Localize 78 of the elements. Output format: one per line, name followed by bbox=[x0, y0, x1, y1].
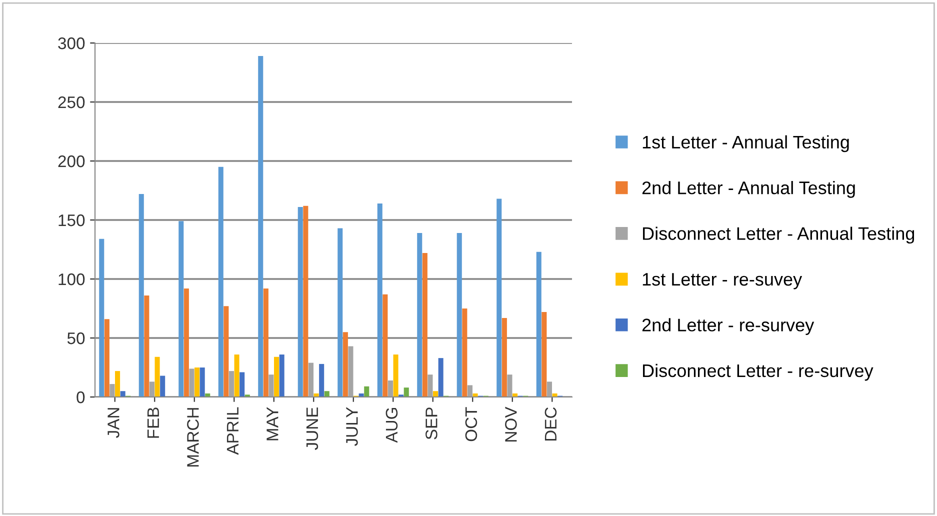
bar bbox=[144, 296, 150, 397]
bar bbox=[438, 358, 444, 397]
legend-label: Disconnect Letter - re-survey bbox=[643, 364, 874, 381]
x-tick-label: AUG bbox=[386, 408, 398, 443]
bar bbox=[342, 332, 348, 397]
bar bbox=[377, 203, 382, 397]
bar bbox=[194, 368, 200, 397]
bar bbox=[200, 368, 205, 397]
bar bbox=[428, 374, 433, 397]
bar bbox=[234, 354, 240, 397]
bar bbox=[496, 198, 502, 397]
x-tick-label: MARCH bbox=[187, 408, 199, 466]
bar bbox=[298, 207, 303, 397]
legend-label: Disconnect Letter - Annual Testing bbox=[643, 226, 914, 244]
bar bbox=[160, 376, 166, 397]
bar bbox=[274, 356, 280, 397]
legend-label: 1st Letter - re-suvey bbox=[642, 273, 802, 290]
bar bbox=[149, 382, 154, 397]
y-tick-label: 0 bbox=[76, 391, 85, 404]
x-tick-label: NOV bbox=[505, 406, 517, 442]
bar bbox=[184, 288, 189, 397]
x-tick-label: SEP bbox=[426, 408, 438, 440]
bar bbox=[120, 391, 126, 397]
x-tick-label: DEC bbox=[544, 407, 557, 441]
bar bbox=[110, 384, 115, 397]
bar bbox=[546, 382, 552, 397]
bar bbox=[433, 391, 438, 397]
bar bbox=[319, 364, 324, 397]
bar bbox=[258, 56, 264, 397]
x-tick-label: JULY bbox=[346, 407, 358, 446]
bar bbox=[263, 288, 268, 397]
bar bbox=[462, 308, 468, 397]
legend-label: 2nd Letter - re-survey bbox=[642, 318, 814, 335]
legend-label: 2nd Letter - Annual Testing bbox=[642, 181, 855, 198]
x-tick-label: APRIL bbox=[226, 407, 238, 455]
bar bbox=[228, 371, 234, 397]
bar bbox=[388, 380, 393, 397]
y-tick-label: 50 bbox=[67, 332, 85, 344]
bar bbox=[104, 319, 110, 397]
bar bbox=[303, 206, 308, 397]
bar bbox=[154, 356, 160, 397]
bar bbox=[404, 388, 409, 397]
x-tick-label: FEB bbox=[147, 408, 159, 438]
x-tick-label: MAY bbox=[266, 407, 278, 440]
bar bbox=[324, 391, 330, 397]
bar bbox=[542, 312, 547, 397]
y-tick-label: 100 bbox=[58, 273, 85, 286]
bar bbox=[99, 238, 104, 397]
bar bbox=[393, 354, 398, 397]
bar bbox=[308, 362, 314, 397]
bar bbox=[224, 306, 229, 397]
bar bbox=[338, 228, 343, 397]
bar bbox=[382, 294, 388, 397]
bar bbox=[240, 372, 245, 397]
bar bbox=[507, 374, 512, 397]
bar bbox=[456, 232, 462, 397]
y-tick-label: 300 bbox=[58, 37, 85, 50]
x-tick-label: JAN bbox=[108, 408, 120, 438]
y-tick-label: 250 bbox=[58, 96, 85, 108]
bar bbox=[138, 194, 144, 397]
bar bbox=[417, 232, 422, 397]
y-tick-label: 200 bbox=[58, 155, 85, 168]
bar bbox=[536, 252, 542, 397]
bar bbox=[348, 346, 354, 397]
bar bbox=[467, 385, 472, 397]
bar bbox=[178, 221, 184, 397]
bar bbox=[189, 368, 194, 397]
bar bbox=[115, 371, 120, 397]
x-tick-label: JUNE bbox=[306, 407, 318, 450]
bar bbox=[218, 166, 224, 397]
bar bbox=[422, 253, 428, 397]
bar bbox=[268, 374, 274, 397]
y-tick-label: 150 bbox=[58, 214, 85, 226]
bar bbox=[279, 354, 284, 397]
bar bbox=[502, 318, 507, 397]
legend-label: 1st Letter - Annual Testing bbox=[642, 135, 849, 152]
x-tick-label: OCT bbox=[465, 407, 478, 442]
bar bbox=[364, 386, 370, 397]
